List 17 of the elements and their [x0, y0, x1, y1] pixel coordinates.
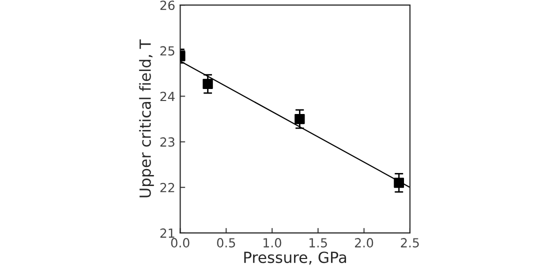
y-tick-label: 22 — [160, 182, 174, 192]
x-axis-title: Pressure, GPa — [244, 252, 346, 265]
y-tick-label: 24 — [160, 92, 175, 101]
y-tick-label: 26 — [160, 0, 175, 10]
y-tick-label: 21 — [160, 228, 174, 238]
y-axis-title: Upper critical field, T — [139, 39, 154, 198]
x-tick-label: 0.0 — [171, 238, 190, 248]
x-tick-label: 2.0 — [354, 238, 374, 248]
point — [202, 78, 213, 90]
point — [394, 178, 404, 188]
x-tick-label: 2.5 — [400, 238, 419, 248]
x-tick-label: 0.5 — [217, 238, 236, 248]
x-tick-label: 1.5 — [310, 238, 327, 248]
y-tick-label: 23 — [160, 137, 174, 147]
point — [294, 114, 305, 124]
y-tick-label: 25 — [160, 46, 174, 56]
x-tick-label: 1.0 — [264, 238, 282, 248]
